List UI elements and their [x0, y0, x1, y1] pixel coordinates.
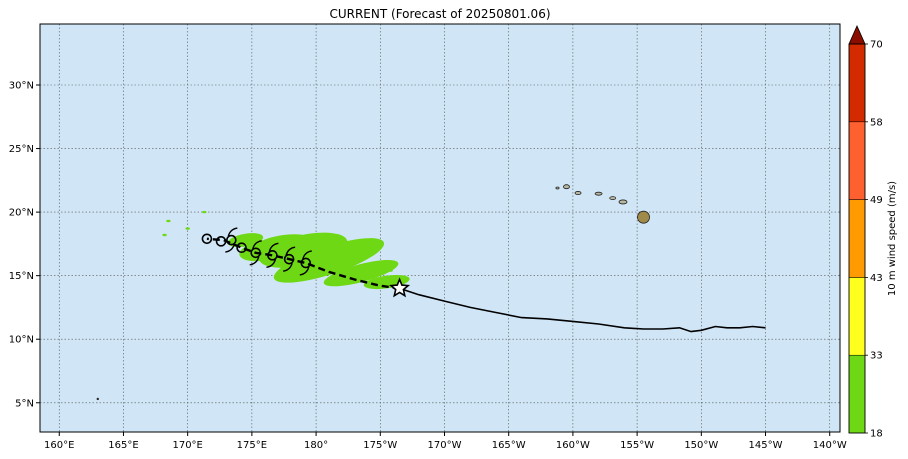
past-track-line	[399, 287, 766, 333]
symbol-circle	[300, 257, 312, 269]
lon-tick-label: 175°W	[363, 440, 397, 451]
lat-tick-label: 15°N	[9, 271, 34, 282]
symbol-circle	[201, 233, 213, 245]
wind-swath-speck	[166, 219, 171, 223]
graticule	[36, 24, 840, 436]
lon-tick-label: 155°W	[620, 440, 654, 451]
lon-tick-labels: 160°E 165°E 170°E 175°E 180° 175°W 170°W 165°W 1…	[44, 440, 847, 451]
tropical-storm-symbol	[236, 242, 247, 254]
island-shape	[555, 186, 560, 190]
colorbar-label: 10 m wind speed (m/s)	[887, 181, 898, 296]
symbol-circle	[215, 236, 227, 247]
symbol-arm	[249, 256, 260, 266]
colorbar-tick-label: 43	[870, 273, 883, 284]
lon-tick-label: 150°W	[684, 440, 718, 451]
colorbar-segment	[848, 199, 866, 278]
ocean-background	[40, 24, 840, 432]
island-shape	[574, 191, 582, 196]
lon-tick-label: 165°W	[492, 440, 526, 451]
colorbar-segment	[848, 277, 866, 356]
wind-swath-speck	[185, 227, 190, 230]
hurricane-symbol	[282, 246, 296, 272]
colorbar-tick-label: 49	[870, 195, 883, 206]
colorbar-segment	[848, 121, 866, 200]
map-title: CURRENT (Forecast of 20250801.06)	[329, 7, 550, 21]
storm-star-icon	[389, 277, 411, 298]
colorbar-segment	[848, 354, 866, 434]
wind-swath-speck	[202, 210, 207, 214]
hawaii-islands	[96, 184, 650, 401]
symbol-arm	[299, 266, 310, 276]
hurricane-symbol	[299, 250, 312, 276]
lon-tick-label: 170°E	[172, 440, 202, 451]
symbol-circle	[267, 250, 278, 261]
lon-tick-label: 145°W	[749, 440, 783, 451]
lon-tick-label: 175°E	[237, 440, 267, 451]
wind-swath	[162, 210, 410, 290]
hurricane-symbol	[249, 240, 262, 266]
symbol-arm	[268, 242, 279, 252]
forecast-track-line	[206, 237, 400, 290]
hurricane-symbol	[225, 227, 238, 253]
lon-tick-label: 140°W	[813, 440, 847, 451]
island-shape	[618, 199, 628, 205]
colorbar: 18 33 43 49 58 70 10 m wind speed (m/s)	[848, 25, 898, 440]
lat-tick-label: 10°N	[9, 335, 34, 346]
map-panel: 160°E 165°E 170°E 175°E 180° 175°W 170°W 165°W 1…	[9, 23, 847, 451]
tropical-storm-symbol	[201, 233, 213, 245]
wind-swath-patch	[323, 259, 399, 287]
lon-tick-label: 160°W	[556, 440, 590, 451]
symbol-arm	[302, 250, 312, 260]
map-frame	[39, 23, 841, 433]
symbol-circle	[283, 253, 295, 265]
lat-tick-label: 20°N	[9, 208, 34, 219]
symbol-arm	[266, 259, 277, 269]
tropical-storm-symbol	[215, 236, 227, 247]
symbol-arm	[227, 227, 238, 237]
symbol-arm	[285, 246, 296, 256]
lat-tick-labels: 5°N 10°N 15°N 20°N 25°N 30°N	[9, 81, 34, 410]
wind-swath-speck	[388, 269, 393, 272]
symbol-circle	[226, 234, 237, 246]
current-storm-position	[389, 277, 411, 298]
colorbar-tick-label: 18	[870, 429, 883, 440]
symbol-arm	[282, 262, 293, 272]
island-shape	[563, 184, 570, 190]
lat-tick-label: 25°N	[9, 144, 34, 155]
colorbar-tick-label: 33	[870, 351, 883, 362]
colorbar-extend-arrow	[848, 25, 866, 45]
colorbar-segment	[848, 43, 866, 123]
island-shape	[637, 210, 650, 224]
forecast-points	[201, 227, 312, 276]
island-shape	[96, 397, 99, 401]
lon-tick-label: 160°E	[44, 440, 74, 451]
hurricane-symbol	[266, 242, 279, 269]
lon-tick-label: 170°W	[428, 440, 462, 451]
wind-swath-patch	[227, 233, 264, 248]
symbol-arm	[225, 243, 236, 253]
island-shape	[609, 196, 617, 201]
island-shape	[594, 191, 603, 196]
lat-tick-label: 30°N	[9, 81, 34, 92]
symbol-arm	[252, 240, 262, 250]
colorbar-tick-label: 70	[870, 40, 883, 51]
lon-tick-label: 180°	[304, 440, 328, 451]
symbol-circle	[236, 242, 247, 254]
wind-swath-patch	[273, 238, 385, 283]
symbol-circle	[250, 247, 262, 259]
colorbar-tick-label: 58	[870, 117, 883, 128]
lat-tick-label: 5°N	[15, 398, 34, 409]
colorbar-frame	[848, 43, 866, 434]
wind-swath-speck	[162, 233, 167, 237]
lon-tick-label: 165°E	[108, 440, 138, 451]
